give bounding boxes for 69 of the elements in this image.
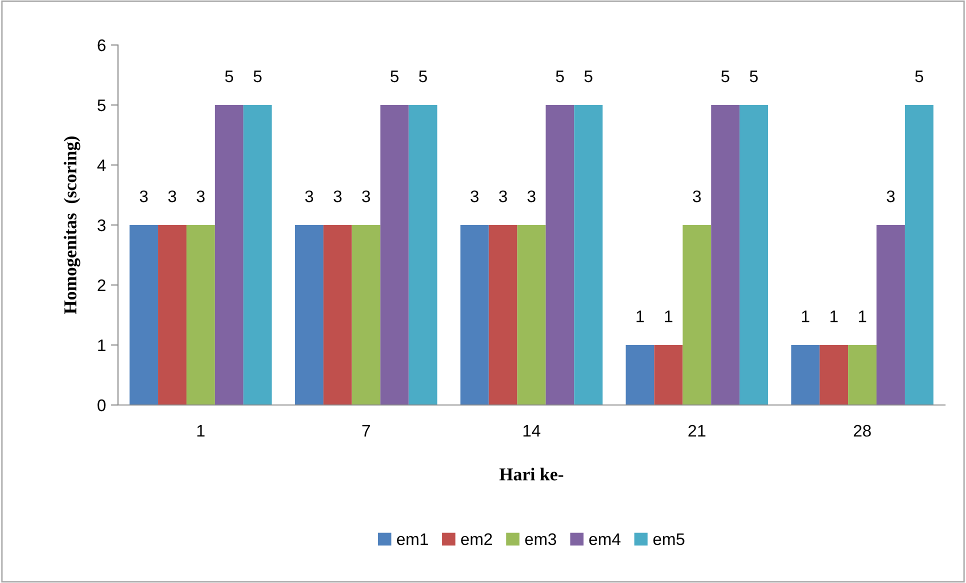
data-label: 3 bbox=[305, 190, 314, 202]
data-label: 5 bbox=[584, 70, 592, 82]
x-tick-label: 28 bbox=[854, 424, 871, 437]
bar bbox=[323, 225, 352, 405]
bar bbox=[158, 225, 186, 405]
legend-label: em2 bbox=[461, 533, 492, 546]
data-label: 3 bbox=[168, 190, 176, 202]
data-label: 5 bbox=[750, 70, 758, 82]
data-label: 1 bbox=[636, 310, 644, 322]
bar bbox=[682, 225, 712, 405]
data-label: 1 bbox=[802, 310, 810, 322]
data-label: 3 bbox=[499, 190, 507, 202]
data-label: 5 bbox=[556, 70, 564, 82]
y-tick-label: 2 bbox=[98, 279, 106, 292]
data-label: 5 bbox=[915, 70, 924, 82]
data-label: 5 bbox=[225, 70, 234, 82]
data-label: 1 bbox=[830, 310, 838, 322]
bar bbox=[740, 105, 768, 405]
bar bbox=[352, 225, 380, 405]
bar bbox=[408, 105, 438, 405]
y-tick-label: 4 bbox=[97, 160, 106, 172]
data-label: 5 bbox=[419, 70, 427, 82]
bar bbox=[904, 105, 934, 405]
data-label: 5 bbox=[390, 70, 398, 82]
bar bbox=[791, 345, 820, 405]
y-tick-label: 0 bbox=[98, 399, 106, 412]
bar bbox=[848, 345, 877, 405]
legend-label: em1 bbox=[396, 533, 428, 546]
data-label: 1 bbox=[665, 310, 672, 322]
bar bbox=[626, 345, 654, 405]
bar bbox=[820, 345, 848, 405]
bar bbox=[186, 225, 215, 405]
x-tick-label: 1 bbox=[197, 425, 205, 437]
x-axis-title: Hari ke- bbox=[499, 468, 564, 480]
bar bbox=[130, 225, 158, 405]
data-label: 3 bbox=[362, 190, 370, 202]
x-tick-label: 14 bbox=[524, 425, 540, 437]
bar bbox=[546, 105, 574, 405]
legend-label: em5 bbox=[653, 533, 684, 546]
y-tick-label: 5 bbox=[98, 100, 106, 112]
bar bbox=[243, 105, 272, 405]
data-label: 5 bbox=[254, 70, 262, 82]
y-tick-label: 1 bbox=[98, 340, 106, 352]
y-tick-label: 6 bbox=[98, 39, 106, 52]
bar bbox=[574, 105, 603, 405]
data-label: 3 bbox=[528, 190, 536, 202]
data-label: 3 bbox=[692, 190, 701, 202]
bar bbox=[876, 225, 905, 405]
bar bbox=[214, 105, 244, 405]
x-tick-label: 21 bbox=[688, 424, 706, 437]
bar bbox=[488, 225, 518, 405]
bar bbox=[294, 225, 324, 405]
x-tick-label: 7 bbox=[362, 425, 370, 437]
bar bbox=[711, 105, 740, 405]
bar bbox=[517, 225, 546, 405]
data-label: 3 bbox=[140, 190, 148, 202]
legend-label: em4 bbox=[589, 533, 620, 546]
data-label: 1 bbox=[858, 310, 866, 322]
data-label: 5 bbox=[721, 70, 730, 82]
data-label: 3 bbox=[196, 190, 205, 202]
data-label: 3 bbox=[470, 190, 479, 202]
y-axis-title: Homogenitas (scoring) bbox=[64, 136, 80, 314]
data-label: 3 bbox=[334, 190, 342, 202]
bar bbox=[654, 345, 683, 405]
legend-label: em3 bbox=[525, 533, 556, 546]
data-label: 3 bbox=[886, 190, 895, 202]
y-tick-label: 3 bbox=[98, 219, 106, 232]
bar bbox=[380, 105, 409, 405]
bar bbox=[460, 225, 489, 405]
